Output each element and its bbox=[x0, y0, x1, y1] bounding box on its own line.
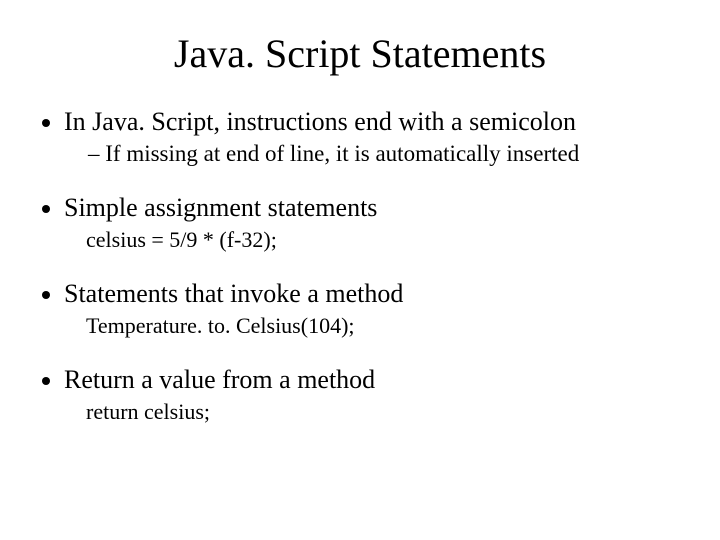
bullet-item: Statements that invoke a method Temperat… bbox=[64, 279, 690, 339]
bullet-item: In Java. Script, instructions end with a… bbox=[64, 107, 690, 167]
sub-bullet-item: If missing at end of line, it is automat… bbox=[88, 141, 690, 167]
sub-bullet-list: If missing at end of line, it is automat… bbox=[64, 141, 690, 167]
code-line: return celsius; bbox=[86, 399, 690, 425]
bullet-text: Return a value from a method bbox=[64, 365, 375, 394]
slide: Java. Script Statements In Java. Script,… bbox=[0, 0, 720, 540]
code-line: Temperature. to. Celsius(104); bbox=[86, 313, 690, 339]
bullet-list: In Java. Script, instructions end with a… bbox=[30, 107, 690, 425]
slide-title: Java. Script Statements bbox=[30, 30, 690, 77]
code-line: celsius = 5/9 * (f-32); bbox=[86, 227, 690, 253]
bullet-item: Return a value from a method return cels… bbox=[64, 365, 690, 425]
bullet-text: Simple assignment statements bbox=[64, 193, 377, 222]
bullet-text: Statements that invoke a method bbox=[64, 279, 403, 308]
bullet-text: In Java. Script, instructions end with a… bbox=[64, 107, 576, 136]
sub-bullet-text: If missing at end of line, it is automat… bbox=[105, 141, 579, 166]
bullet-item: Simple assignment statements celsius = 5… bbox=[64, 193, 690, 253]
